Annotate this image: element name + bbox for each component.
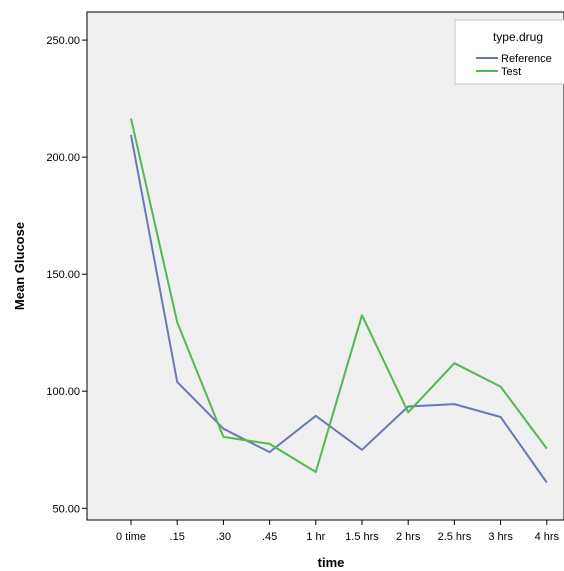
x-tick-label: 2.5 hrs: [438, 531, 472, 543]
x-tick-label: .15: [170, 531, 185, 543]
x-tick-label: 3 hrs: [488, 531, 513, 543]
y-axis-title: Mean Glucose: [12, 222, 27, 310]
plot-background: [86, 11, 564, 521]
y-tick-label: 50.00: [52, 503, 80, 515]
x-tick-label: .45: [262, 531, 277, 543]
y-tick-label: 100.00: [46, 386, 80, 398]
y-tick-label: 150.00: [46, 269, 80, 281]
x-tick-label: 0 time: [116, 531, 146, 543]
legend-label-reference: Reference: [501, 53, 552, 65]
x-tick-label: 1 hr: [306, 531, 325, 543]
x-tick-label: .30: [216, 531, 231, 543]
legend-box: [454, 19, 564, 85]
x-tick-label: 2 hrs: [396, 531, 421, 543]
x-tick-label: 1.5 hrs: [345, 531, 379, 543]
x-axis: 0 time .15 .30 .45 1 hr 1.5 hrs 2 hrs 2.5 hrs 3 …: [116, 520, 560, 543]
x-axis-title: time: [318, 555, 345, 570]
series-line-reference: [130, 134, 548, 484]
y-axis: 50.00 100.00 150.00 200.00 250.00: [46, 35, 87, 515]
y-tick-label: 250.00: [46, 35, 80, 47]
legend-title: type.drug: [493, 30, 543, 44]
y-tick-label: 200.00: [46, 152, 80, 164]
series-line-test: [130, 118, 548, 473]
legend-label-test: Test: [501, 66, 521, 78]
x-tick-label: 4 hrs: [535, 531, 560, 543]
series-lines: [130, 118, 548, 484]
